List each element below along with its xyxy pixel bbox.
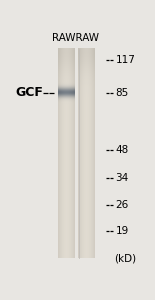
Text: (kD): (kD) bbox=[114, 254, 136, 264]
Text: 85: 85 bbox=[115, 88, 129, 98]
Text: 117: 117 bbox=[115, 55, 135, 65]
Text: 19: 19 bbox=[115, 226, 129, 236]
Text: GCF: GCF bbox=[15, 86, 43, 99]
Text: 26: 26 bbox=[115, 200, 129, 210]
Text: RAWRAW: RAWRAW bbox=[52, 33, 99, 43]
Text: 48: 48 bbox=[115, 145, 129, 155]
Text: 34: 34 bbox=[115, 173, 129, 183]
